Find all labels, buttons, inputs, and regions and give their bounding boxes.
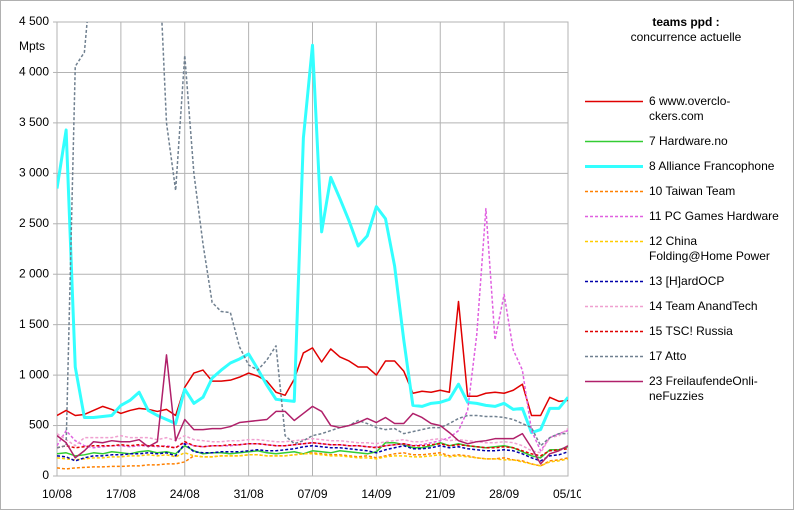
legend-swatch (585, 240, 643, 243)
legend-swatch (585, 380, 643, 383)
y-tick-label: 500 (29, 418, 49, 432)
legend-entry: 15 TSC! Russia (585, 324, 785, 339)
legend-label: 7 Hardware.no (649, 134, 728, 148)
legend-label: 12 China Folding@Home Power (649, 234, 770, 263)
legend-swatch (585, 355, 643, 358)
legend-entry: 13 [H]ardOCP (585, 274, 785, 289)
legend-swatch (585, 215, 643, 218)
legend-entry: 17 Atto (585, 349, 785, 364)
legend-label: 17 Atto (649, 349, 687, 363)
series-line (57, 207, 568, 452)
series-line (57, 300, 568, 417)
legend-entry: 14 Team AnandTech (585, 299, 785, 314)
series-line (57, 440, 568, 457)
legend-entry: 8 Alliance Francophone (585, 159, 785, 174)
legend-swatch (585, 280, 643, 283)
chart: Mpts 0 500 1 000 1 500 2 000 2 500 3 000 3 500 4… (19, 14, 583, 501)
chart-title: teams ppd : (652, 15, 720, 29)
title-block: teams ppd : concurrence actuelle (591, 15, 781, 45)
legend-label: 15 TSC! Russia (649, 324, 733, 338)
series-group (57, 22, 568, 470)
x-tick-label: 28/09 (489, 487, 519, 501)
legend-entry: 12 China Folding@Home Power (585, 234, 785, 264)
legend: 6 www.overclo-ckers.com 7 Hardware.no 8 Al… (585, 94, 785, 404)
x-tick-label: 21/09 (425, 487, 455, 501)
legend-swatch (585, 330, 643, 333)
x-tick-label: 17/08 (106, 487, 136, 501)
y-tick-label: 2 500 (19, 216, 49, 230)
chart-subtitle: concurrence actuelle (630, 30, 742, 44)
legend-entry: 7 Hardware.no (585, 134, 785, 149)
legend-entry: 10 Taiwan Team (585, 184, 785, 199)
y-tick-label: 1 500 (19, 317, 49, 331)
legend-label: 23 FreilaufendeOnli-neFuzzies (649, 374, 758, 403)
series-line (57, 452, 568, 470)
y-tick-label: 2 000 (19, 266, 49, 280)
legend-label: 14 Team AnandTech (649, 299, 758, 313)
legend-label: 10 Taiwan Team (649, 184, 736, 198)
legend-label: 11 PC Games Hardware (649, 209, 779, 223)
legend-swatch (585, 140, 643, 143)
y-tick-label: 4 500 (19, 14, 49, 28)
y-tick-label: 3 500 (19, 115, 49, 129)
legend-label: 6 www.overclo-ckers.com (649, 94, 731, 123)
legend-label: 13 [H]ardOCP (649, 274, 725, 288)
series-line (57, 442, 568, 462)
series-line (57, 452, 568, 467)
legend-swatch (585, 165, 643, 168)
legend-label: 8 Alliance Francophone (649, 159, 775, 173)
legend-entry: 23 FreilaufendeOnli-neFuzzies (585, 374, 785, 404)
x-tick-label: 24/08 (170, 487, 200, 501)
legend-swatch (585, 305, 643, 308)
x-tick-label: 07/09 (297, 487, 327, 501)
legend-entry: 6 www.overclo-ckers.com (585, 94, 785, 124)
y-axis-label: Mpts (19, 39, 45, 53)
legend-swatch (585, 190, 643, 193)
legend-entry: 11 PC Games Hardware (585, 209, 785, 224)
y-tick-label: 4 000 (19, 65, 49, 79)
x-tick-label: 05/10 (553, 487, 581, 501)
legend-swatch (585, 100, 643, 103)
y-tick-label: 1 000 (19, 367, 49, 381)
y-tick-label: 0 (42, 468, 49, 482)
y-tick-label: 3 000 (19, 166, 49, 180)
x-tick-label: 14/09 (361, 487, 391, 501)
series-line (57, 354, 568, 465)
series-line (57, 43, 568, 435)
series-line (57, 427, 568, 454)
x-tick-label: 10/08 (42, 487, 72, 501)
x-tick-label: 31/08 (234, 487, 264, 501)
